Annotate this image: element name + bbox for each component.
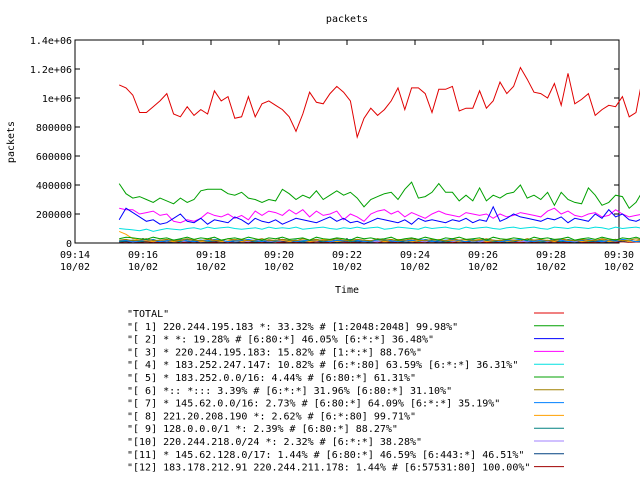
x-tick-date-label: 10/02 [332, 262, 362, 273]
legend-label: "[ 4] * 183.252.247.147: 10.82% # [6:*:8… [127, 360, 518, 371]
y-tick-label: 600000 [36, 152, 72, 163]
series-line-5 [119, 236, 640, 241]
y-tick-label: 200000 [36, 210, 72, 221]
x-tick-time-label: 09:24 [400, 250, 430, 261]
series-line-7 [119, 238, 640, 243]
x-tick-date-label: 10/02 [604, 262, 634, 273]
series-line-3 [119, 207, 640, 224]
y-tick-label: 1.2e+06 [30, 65, 72, 76]
y-tick-label: 400000 [36, 181, 72, 192]
series-line-0 [118, 66, 640, 139]
legend-label: "[ 6] *:: *::: 3.39% # [6:*:*] 31.96% [6… [127, 386, 452, 397]
x-tick-date-label: 10/02 [536, 262, 566, 273]
axis-ticks: 0 200000 400000 600000 800000 1e+06 1.2e+06 1.4… [30, 36, 634, 273]
x-tick-date-label: 10/02 [128, 262, 158, 273]
x-tick-date-label: 10/02 [60, 262, 90, 273]
x-tick-time-label: 09:20 [264, 250, 294, 261]
legend: "TOTAL" "[ 1] 220.244.195.183 *: 33.32% #… [127, 309, 564, 474]
x-tick-time-label: 09:18 [196, 250, 226, 261]
legend-label: "TOTAL" [127, 309, 169, 320]
series-line-2 [118, 205, 640, 225]
x-tick-time-label: 09:16 [128, 250, 158, 261]
y-tick-label: 800000 [36, 123, 72, 134]
y-tick-label: 0 [66, 239, 72, 250]
x-tick-date-label: 10/02 [468, 262, 498, 273]
x-tick-time-label: 09:28 [536, 250, 566, 261]
legend-label: "[ 3] * 220.244.195.183: 15.82% # [1:*:*… [127, 347, 422, 358]
series-line-1 [118, 181, 640, 209]
x-axis-label: Time [335, 285, 359, 296]
x-tick-time-label: 09:26 [468, 250, 498, 261]
legend-label: "[12] 183.178.212.91 220.244.211.178: 1.… [127, 463, 530, 474]
legend-label: "[ 7] * 145.62.0.0/16: 2.73% # [6:80:*] … [127, 399, 500, 410]
plot-frame [74, 39, 620, 244]
series-lines [118, 66, 640, 243]
legend-label: "[ 8] 221.20.208.190 *: 2.62% # [6:*:80]… [127, 411, 416, 422]
y-tick-label: 1e+06 [42, 94, 72, 105]
legend-label: "[11] * 145.62.128.0/17: 1.44% # [6:80:*… [127, 450, 524, 461]
chart-title: packets [326, 14, 368, 25]
legend-label: "[ 5] * 183.252.0.0/16: 4.44% # [6:80:*]… [127, 373, 416, 384]
x-tick-time-label: 09:14 [60, 250, 90, 261]
legend-label: "[ 2] * *: 19.28% # [6:80:*] 46.05% [6:*… [127, 335, 434, 346]
x-tick-date-label: 10/02 [400, 262, 430, 273]
legend-label: "[ 9] 128.0.0.0/1 *: 2.39% # [6:80:*] 88… [127, 424, 398, 435]
y-tick-label: 1.4e+06 [30, 36, 72, 47]
legend-label: "[10] 220.244.218.0/24 *: 2.32% # [6:*:*… [127, 437, 422, 448]
x-tick-date-label: 10/02 [196, 262, 226, 273]
series-line-4 [119, 226, 640, 232]
x-tick-time-label: 09:30 [604, 250, 634, 261]
legend-label: "[ 1] 220.244.195.183 *: 33.32% # [1:204… [127, 322, 458, 333]
x-tick-time-label: 09:22 [332, 250, 362, 261]
y-axis-label: packets [6, 121, 17, 163]
x-tick-date-label: 10/02 [264, 262, 294, 273]
